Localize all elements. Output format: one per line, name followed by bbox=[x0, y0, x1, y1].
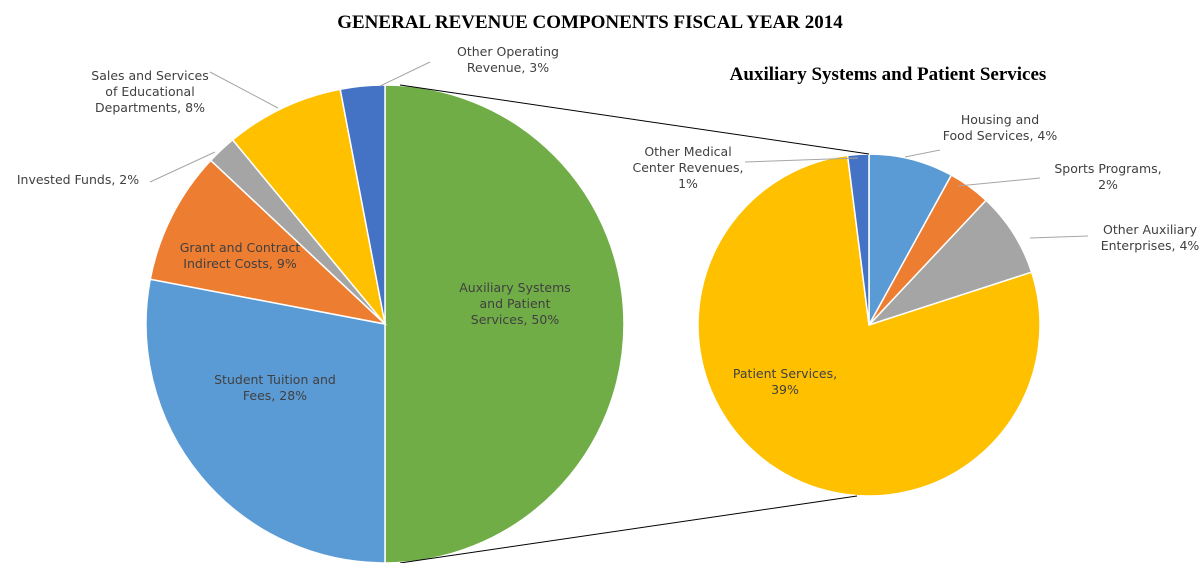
data-label: Other Auxiliary Enterprises, 4% bbox=[1101, 222, 1200, 253]
leader-line bbox=[379, 61, 431, 87]
leader-line bbox=[957, 177, 1041, 187]
pie-slice bbox=[697, 154, 1041, 497]
connector bbox=[399, 84, 870, 155]
pie-slice bbox=[339, 84, 386, 325]
pie-slice bbox=[384, 84, 625, 563]
data-label: Grant and Contract Indirect Costs, 9% bbox=[180, 240, 301, 271]
leader-line bbox=[1029, 235, 1089, 239]
pie-slice bbox=[149, 159, 388, 326]
pie-slice bbox=[145, 278, 386, 563]
data-label: Housing and Food Services, 4% bbox=[943, 112, 1058, 143]
connector bbox=[399, 495, 858, 563]
pie-slice bbox=[231, 88, 386, 325]
data-label: Sports Programs, 2% bbox=[1054, 161, 1161, 192]
data-label: Other Operating Revenue, 3% bbox=[457, 44, 559, 75]
data-label: Invested Funds, 2% bbox=[17, 172, 139, 187]
chart-title: GENERAL REVENUE COMPONENTS FISCAL YEAR 2… bbox=[337, 12, 843, 33]
leader-line bbox=[209, 71, 279, 109]
sub-pie-title: Auxiliary Systems and Patient Services bbox=[730, 64, 1047, 85]
leader-line bbox=[904, 149, 941, 158]
data-label: Student Tuition and Fees, 28% bbox=[214, 372, 336, 403]
leader-line bbox=[149, 151, 216, 183]
leader-line bbox=[744, 157, 859, 163]
data-label: Auxiliary Systems and Patient Services, 50… bbox=[459, 280, 571, 327]
data-label: Sales and Services of Educational Departme… bbox=[91, 68, 208, 115]
data-label: Other Medical Center Revenues, 1% bbox=[633, 144, 744, 191]
data-label: Patient Services, 39% bbox=[733, 366, 837, 397]
